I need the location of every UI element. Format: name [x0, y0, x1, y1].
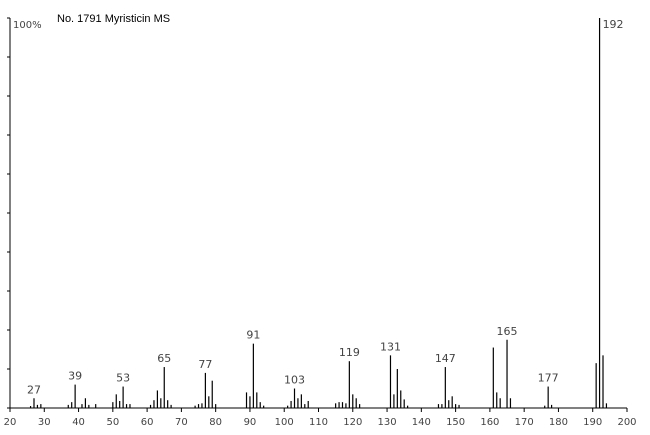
x-tick-label: 80 [209, 417, 222, 428]
peak-label: 131 [380, 340, 401, 353]
chart-title: No. 1791 Myristicin MS [57, 13, 170, 25]
x-tick-label: 110 [309, 417, 328, 428]
x-tick-label: 170 [515, 417, 534, 428]
peak-label: 65 [157, 352, 171, 365]
peak-label: 147 [435, 352, 456, 365]
x-tick-label: 150 [446, 417, 465, 428]
peak-label: 177 [538, 372, 559, 385]
peak-label: 27 [27, 383, 41, 396]
peak-label: 192 [603, 18, 624, 31]
peak-label: 119 [339, 346, 360, 359]
peak-label: 103 [284, 374, 305, 387]
x-tick-label: 200 [617, 417, 636, 428]
x-tick-label: 190 [583, 417, 602, 428]
x-tick-label: 90 [244, 417, 257, 428]
peak-label: 91 [246, 329, 260, 342]
peak-label: 165 [497, 325, 518, 338]
x-tick-label: 120 [343, 417, 362, 428]
peak-label: 53 [116, 372, 130, 385]
x-tick-label: 160 [480, 417, 499, 428]
x-tick-label: 70 [175, 417, 188, 428]
x-tick-label: 50 [106, 417, 119, 428]
peak-label: 77 [198, 358, 212, 371]
x-tick-label: 20 [4, 417, 17, 428]
x-tick-label: 180 [549, 417, 568, 428]
x-tick-label: 130 [378, 417, 397, 428]
y-tick-label: 100% [13, 20, 42, 31]
x-tick-label: 40 [72, 417, 85, 428]
peak-label: 39 [68, 370, 82, 383]
x-tick-label: 100 [275, 417, 294, 428]
x-tick-label: 60 [141, 417, 154, 428]
x-tick-label: 140 [412, 417, 431, 428]
x-tick-label: 30 [38, 417, 51, 428]
